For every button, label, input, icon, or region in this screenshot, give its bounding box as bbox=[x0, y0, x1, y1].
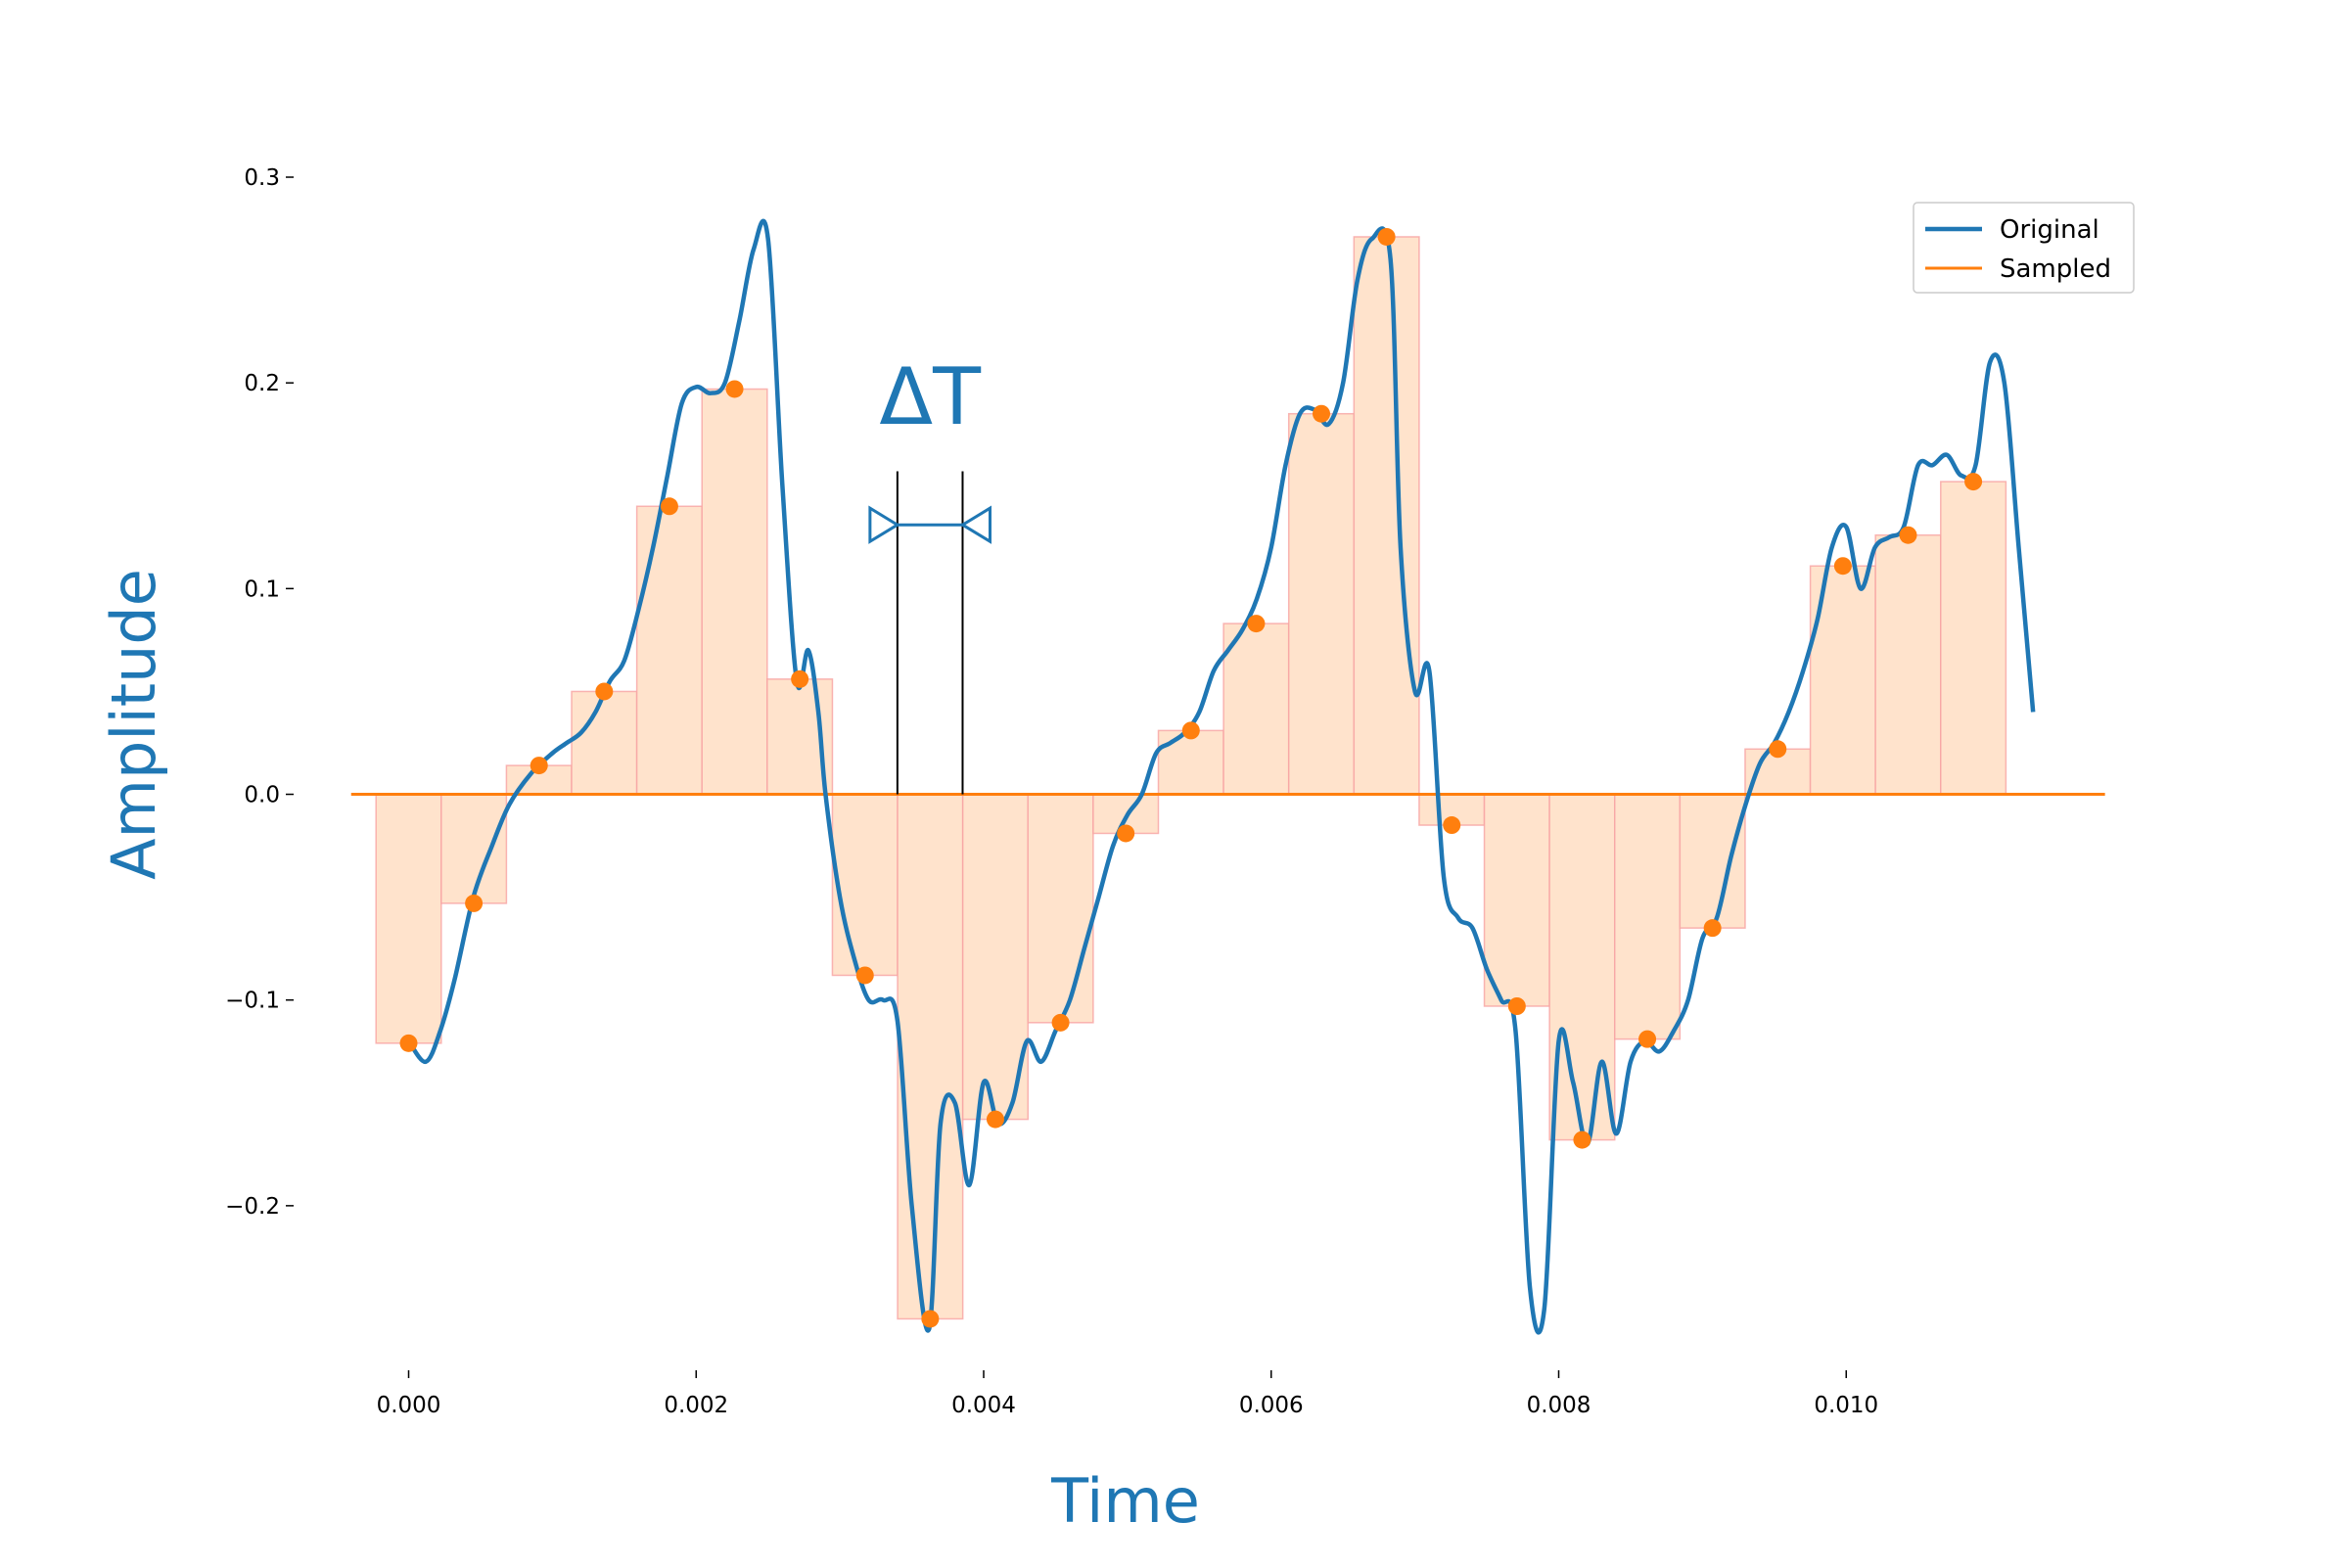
sample-point bbox=[1507, 997, 1526, 1015]
sample-point bbox=[986, 1110, 1004, 1129]
sample-bar bbox=[1287, 412, 1356, 796]
y-tick-label: 0.1 bbox=[244, 576, 280, 602]
original-series-line bbox=[406, 218, 2036, 1335]
delta-t-annotation: ΔT bbox=[868, 351, 992, 795]
sample-point bbox=[530, 757, 548, 775]
x-tick-label: 0.008 bbox=[1527, 1393, 1591, 1418]
sample-point bbox=[1313, 404, 1331, 423]
x-tick-label: 0.006 bbox=[1239, 1393, 1304, 1418]
sample-point bbox=[1247, 615, 1266, 633]
delta-t-label: ΔT bbox=[879, 351, 982, 442]
sample-bar bbox=[1157, 729, 1224, 796]
sample-point bbox=[660, 497, 678, 516]
sample-points bbox=[399, 227, 1983, 1328]
y-tick-label: 0.2 bbox=[244, 371, 280, 396]
sample-point bbox=[1051, 1013, 1070, 1032]
y-tick-label: 0.0 bbox=[244, 783, 280, 808]
y-axis-ticks: −0.2 −0.1 0.0 0.1 0.2 0.3 bbox=[225, 165, 294, 1220]
legend-label-original: Original bbox=[2000, 215, 2099, 245]
sample-point bbox=[1443, 816, 1461, 835]
sample-bar bbox=[897, 793, 964, 1320]
sample-bar bbox=[1483, 793, 1550, 1007]
y-tick-label: −0.2 bbox=[225, 1194, 280, 1220]
sample-bar bbox=[1940, 481, 2007, 796]
x-axis-ticks: 0.000 0.002 0.004 0.006 0.008 0.010 bbox=[377, 1370, 1878, 1418]
sample-bar bbox=[1613, 793, 1682, 1040]
sample-bars bbox=[375, 236, 2007, 1320]
sample-point bbox=[399, 1034, 418, 1052]
delta-t-arrowhead-right bbox=[959, 505, 992, 544]
x-tick-label: 0.004 bbox=[951, 1393, 1016, 1418]
sample-point bbox=[855, 966, 874, 985]
legend: Original Sampled bbox=[1913, 202, 2135, 294]
sample-bar bbox=[1874, 533, 1942, 796]
sample-bar bbox=[1222, 623, 1290, 796]
sample-point bbox=[921, 1310, 940, 1328]
sample-bar bbox=[1679, 793, 1746, 929]
sample-bar bbox=[1027, 793, 1094, 1024]
sample-point bbox=[1117, 824, 1135, 843]
sample-point bbox=[1573, 1130, 1591, 1149]
sample-bar bbox=[571, 690, 638, 796]
sample-bar bbox=[1548, 793, 1616, 1141]
sample-bar bbox=[1353, 236, 1420, 796]
x-tick-label: 0.010 bbox=[1814, 1393, 1878, 1418]
delta-t-arrowhead-left bbox=[868, 505, 900, 544]
sample-point bbox=[595, 682, 614, 701]
sample-point bbox=[1703, 919, 1722, 938]
sample-point bbox=[1377, 227, 1396, 246]
sample-point bbox=[1833, 557, 1852, 576]
legend-label-sampled: Sampled bbox=[2000, 254, 2111, 284]
sample-point bbox=[1899, 526, 1917, 544]
x-tick-label: 0.002 bbox=[664, 1393, 728, 1418]
sample-bar bbox=[375, 793, 442, 1044]
sample-point bbox=[465, 894, 484, 912]
y-axis-title: Amplitude bbox=[98, 569, 169, 880]
sample-bar bbox=[635, 505, 703, 796]
sample-bar bbox=[831, 793, 899, 977]
x-axis-title: Time bbox=[1050, 1465, 1200, 1537]
sample-bar bbox=[440, 793, 508, 904]
sample-point bbox=[1181, 721, 1200, 740]
sample-point bbox=[1638, 1030, 1657, 1048]
sample-point bbox=[1964, 473, 1983, 491]
sample-bar bbox=[701, 388, 768, 796]
legend-box bbox=[1913, 202, 2135, 294]
x-tick-label: 0.000 bbox=[377, 1393, 441, 1418]
sample-point bbox=[791, 669, 809, 688]
y-tick-label: 0.3 bbox=[244, 165, 280, 191]
sample-point bbox=[1769, 740, 1787, 759]
y-tick-label: −0.1 bbox=[225, 989, 280, 1014]
sample-point bbox=[725, 380, 744, 398]
